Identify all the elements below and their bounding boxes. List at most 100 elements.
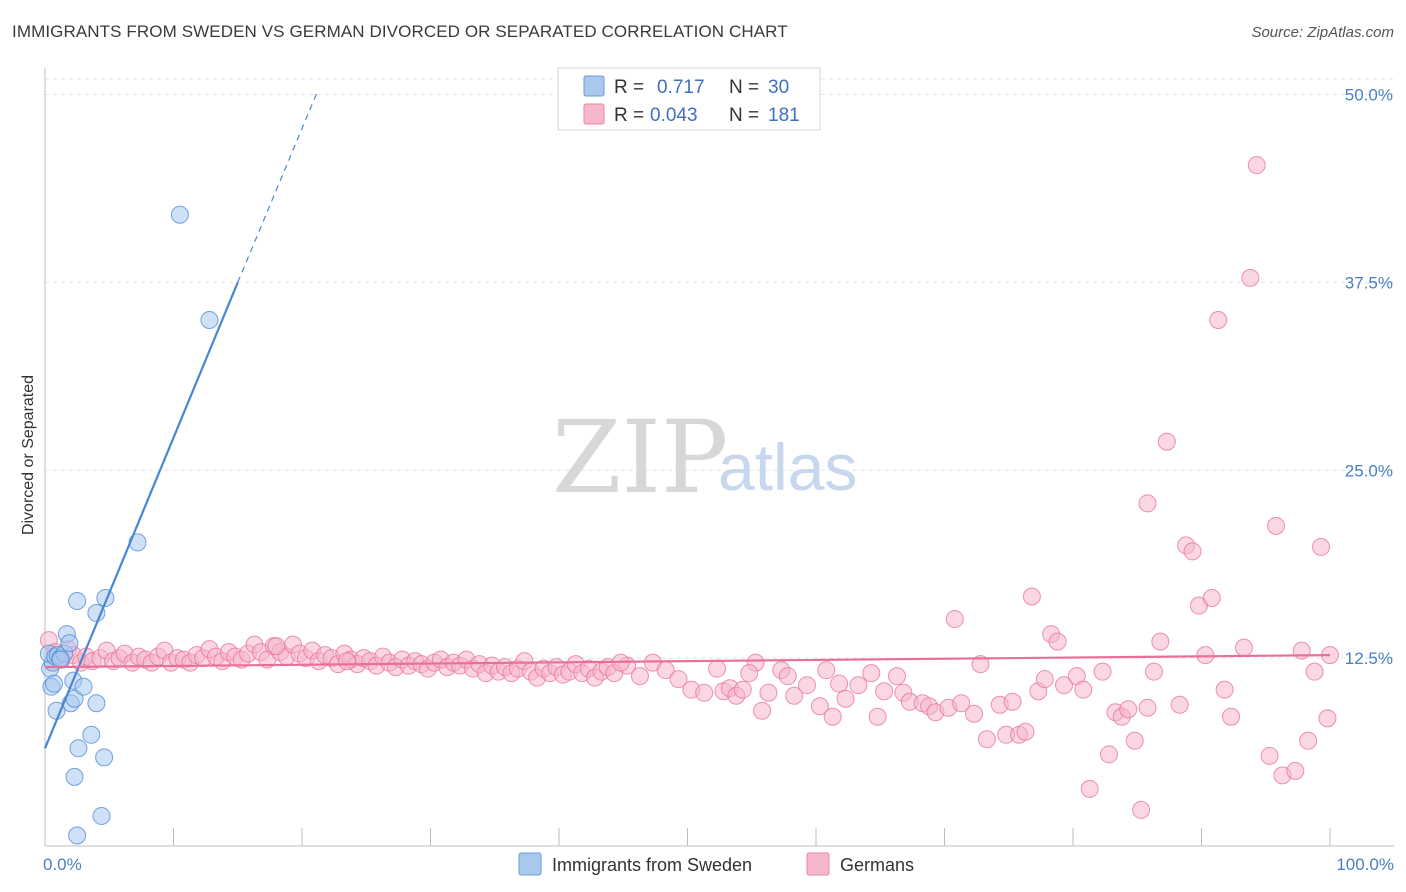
germans-point-116	[875, 682, 894, 701]
y-axis-label: Divorced or Separated	[20, 375, 37, 535]
sweden-trend-extension	[237, 91, 318, 283]
legend-swatch-germans	[583, 103, 605, 125]
germans-point-124	[952, 694, 971, 713]
germans-point-162	[1241, 268, 1260, 287]
germans-point-132	[1016, 722, 1035, 741]
germans-point-177	[337, 652, 356, 671]
germans-point-165	[1267, 516, 1286, 535]
legend-n-label-1: N =	[729, 77, 759, 98]
chart-title: IMMIGRANTS FROM SWEDEN VS GERMAN DIVORCE…	[12, 22, 788, 41]
germans-point-113	[849, 676, 868, 695]
germans-point-175	[1022, 587, 1041, 606]
germans-point-96	[708, 659, 727, 678]
germans-point-148	[1138, 698, 1157, 717]
legend-r-label-2: R =	[614, 105, 644, 126]
legend-n-value-1: 30	[768, 77, 789, 98]
scatter-points	[39, 156, 1339, 845]
trend-lines	[43, 91, 1331, 749]
sweden-point-15	[74, 677, 93, 696]
germans-point-152	[1170, 695, 1189, 714]
germans-point-157	[1202, 589, 1221, 608]
y-tick-label-1: 25.0%	[1345, 461, 1393, 480]
germans-point-154	[1183, 542, 1202, 561]
germans-point-151	[1157, 432, 1176, 451]
series-sweden	[39, 205, 219, 845]
germans-point-159	[1215, 680, 1234, 699]
sweden-point-28	[200, 310, 219, 329]
legend-box: R = 0.717 N = 30 R = 0.043 N = 181	[557, 67, 821, 131]
germans-point-117	[887, 667, 906, 686]
germans-point-149	[1144, 662, 1163, 681]
germans-point-141	[1093, 662, 1112, 681]
sweden-point-16	[87, 694, 106, 713]
watermark: ZIP atlas	[552, 399, 857, 516]
germans-point-126	[971, 655, 990, 674]
germans-point-169	[1299, 731, 1318, 750]
y-tick-label-0: 12.5%	[1345, 649, 1393, 668]
germans-trend-line	[44, 654, 1331, 669]
sweden-point-9	[44, 674, 63, 693]
germans-point-111	[830, 674, 849, 693]
germans-point-137	[1055, 676, 1074, 695]
sweden-point-21	[82, 725, 101, 744]
germans-point-109	[817, 661, 836, 680]
germans-point-156	[1196, 646, 1215, 665]
germans-point-176	[1138, 494, 1157, 513]
y-tick-label-3: 50.0%	[1345, 86, 1393, 105]
germans-point-115	[868, 707, 887, 726]
germans-point-163	[1247, 156, 1266, 175]
sweden-point-29	[51, 650, 70, 669]
germans-point-134	[1035, 670, 1054, 689]
germans-point-172	[1318, 709, 1337, 728]
germans-point-174	[267, 637, 286, 656]
sweden-point-10	[60, 634, 79, 653]
sweden-point-17	[68, 592, 87, 611]
germans-point-158	[1209, 310, 1228, 329]
germans-point-103	[759, 683, 778, 702]
legend-n-label-2: N =	[729, 105, 759, 126]
germans-point-167	[1286, 761, 1305, 780]
germans-point-130	[1003, 692, 1022, 711]
bottom-legend-swatch-germans	[806, 852, 830, 876]
germans-point-146	[1125, 731, 1144, 750]
germans-point-107	[798, 676, 817, 695]
germans-point-142	[1099, 745, 1118, 764]
germans-point-93	[669, 670, 688, 689]
germans-point-140	[1080, 779, 1099, 798]
germans-point-95	[695, 683, 714, 702]
germans-point-171	[1312, 537, 1331, 556]
germans-point-145	[1119, 700, 1138, 719]
germans-point-139	[1074, 680, 1093, 699]
germans-point-127	[977, 730, 996, 749]
x-tick-labels: 0.0% 100.0%	[43, 855, 1394, 874]
germans-point-125	[965, 704, 984, 723]
legend-swatch-sweden	[583, 75, 605, 97]
germans-point-106	[785, 686, 804, 705]
germans-point-150	[1151, 632, 1170, 651]
sweden-point-26	[68, 826, 87, 845]
legend-r-label-1: R =	[614, 77, 644, 98]
sweden-trend-line	[43, 281, 239, 749]
sweden-point-22	[69, 739, 88, 758]
germans-point-105	[778, 667, 797, 686]
germans-point-108	[810, 697, 829, 716]
germans-point-164	[1260, 746, 1279, 765]
sweden-point-23	[95, 748, 114, 767]
germans-point-161	[1234, 638, 1253, 657]
germans-point-112	[836, 689, 855, 708]
germans-point-110	[823, 707, 842, 726]
bottom-legend-swatch-sweden	[518, 852, 542, 876]
legend-r-value-2: 0.043	[650, 105, 698, 126]
bottom-legend-label-germans: Germans	[840, 855, 914, 875]
watermark-zip: ZIP	[552, 399, 728, 516]
x-tick-label-1: 100.0%	[1336, 855, 1394, 874]
germans-point-114	[862, 664, 881, 683]
germans-point-179	[740, 664, 759, 683]
bottom-legend: Immigrants from Sweden Germans	[518, 852, 914, 876]
grid-lines	[45, 78, 1395, 659]
germans-point-147	[1132, 800, 1151, 819]
bottom-legend-label-sweden: Immigrants from Sweden	[552, 855, 752, 875]
legend-r-value-1: 0.717	[657, 77, 705, 98]
germans-point-100	[733, 680, 752, 699]
germans-point-170	[1305, 662, 1324, 681]
